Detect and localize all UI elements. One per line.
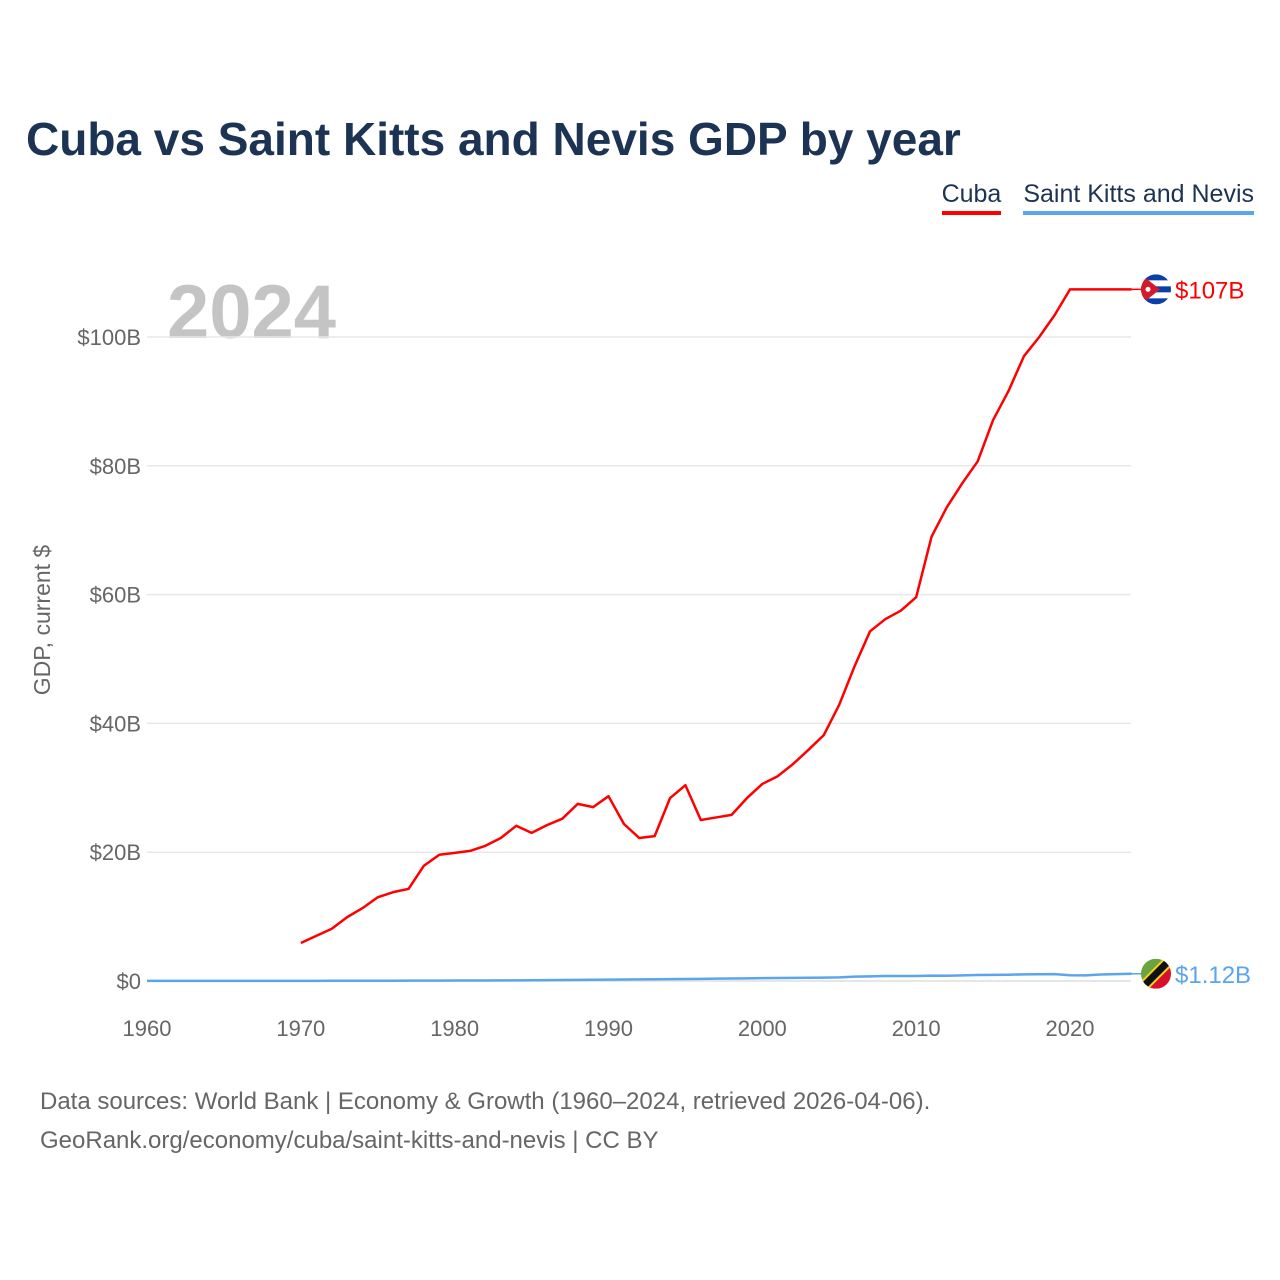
- attribution-link[interactable]: GeoRank.org/economy/cuba/saint-kitts-and…: [40, 1127, 659, 1154]
- series-line-saint-kitts-and-nevis: [147, 972, 1132, 983]
- y-tick-label: $40B: [90, 711, 141, 736]
- legend: Cuba Saint Kitts and Nevis: [941, 180, 1254, 215]
- y-tick-label: $80B: [90, 454, 141, 479]
- y-tick-label: $20B: [90, 840, 141, 865]
- source-line: Data sources: World Bank | Economy & Gro…: [40, 1088, 931, 1115]
- legend-cuba[interactable]: Cuba: [941, 180, 1002, 215]
- chart-title: Cuba vs Saint Kitts and Nevis GDP by yea…: [26, 113, 961, 165]
- x-tick-label: 2020: [1046, 1016, 1095, 1041]
- y-axis-label: GDP, current $: [29, 545, 55, 696]
- x-tick-label: 1980: [430, 1016, 479, 1041]
- x-tick-label: 1960: [123, 1016, 172, 1041]
- x-tick-label: 1970: [276, 1016, 325, 1041]
- legend-saint-kitts-and-nevis[interactable]: Saint Kitts and Nevis: [1023, 180, 1254, 215]
- series-line-cuba: [300, 288, 1132, 945]
- footer: Data sources: World Bank | Economy & Gro…: [40, 1082, 930, 1160]
- saint-kitts-and-nevis-flag-icon: [1141, 958, 1171, 989]
- year-watermark: 2024: [167, 270, 336, 355]
- x-tick-label: 2000: [738, 1016, 787, 1041]
- x-tick-label: 1990: [584, 1016, 633, 1041]
- y-tick-label: $100B: [77, 325, 141, 350]
- end-value-label: $1.12B: [1175, 962, 1251, 989]
- end-value-label: $107B: [1175, 277, 1244, 304]
- cuba-flag-icon: [1141, 274, 1171, 305]
- y-tick-label: $60B: [90, 583, 141, 608]
- x-tick-label: 2010: [892, 1016, 941, 1041]
- y-tick-label: $0: [117, 969, 141, 994]
